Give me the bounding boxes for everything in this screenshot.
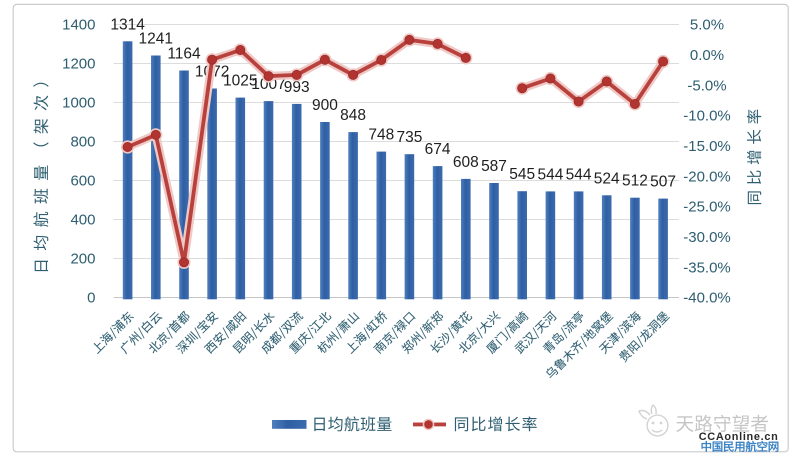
svg-text:400: 400 <box>70 212 95 229</box>
svg-text:600: 600 <box>70 173 95 190</box>
svg-text:1000: 1000 <box>62 95 95 112</box>
svg-text:-5.0%: -5.0% <box>687 77 726 94</box>
svg-text:-35.0%: -35.0% <box>683 259 731 276</box>
svg-text:512: 512 <box>622 173 648 190</box>
svg-text:507: 507 <box>650 174 676 191</box>
svg-text:1164: 1164 <box>167 46 201 63</box>
svg-text:-40.0%: -40.0% <box>683 290 731 307</box>
svg-text:544: 544 <box>537 166 563 183</box>
svg-text:544: 544 <box>566 166 592 183</box>
svg-text:800: 800 <box>70 134 95 151</box>
svg-text:900: 900 <box>312 97 338 114</box>
svg-text:1314: 1314 <box>110 16 145 33</box>
svg-text:-25.0%: -25.0% <box>683 199 731 216</box>
svg-text:200: 200 <box>70 251 95 268</box>
svg-text:524: 524 <box>594 170 620 187</box>
svg-text:993: 993 <box>284 79 310 96</box>
svg-text:CCAonline.cn: CCAonline.cn <box>699 431 779 443</box>
svg-text:735: 735 <box>396 129 422 146</box>
svg-text:-15.0%: -15.0% <box>683 138 731 155</box>
svg-text:-10.0%: -10.0% <box>683 108 731 125</box>
svg-text:-20.0%: -20.0% <box>683 168 731 185</box>
svg-text:587: 587 <box>481 158 507 175</box>
svg-text:1241: 1241 <box>139 31 173 48</box>
svg-text:1007: 1007 <box>251 76 285 93</box>
svg-text:674: 674 <box>425 141 451 158</box>
svg-text:0.0%: 0.0% <box>690 47 724 64</box>
svg-text:848: 848 <box>340 107 366 124</box>
svg-text:0: 0 <box>87 290 95 307</box>
svg-text:1400: 1400 <box>62 17 95 34</box>
svg-text:748: 748 <box>368 127 394 144</box>
svg-text:608: 608 <box>453 154 479 171</box>
svg-text:1025: 1025 <box>223 73 257 90</box>
svg-text:5.0%: 5.0% <box>690 17 724 34</box>
svg-text:-30.0%: -30.0% <box>683 229 731 246</box>
svg-text:1200: 1200 <box>62 56 95 73</box>
svg-text:545: 545 <box>509 166 535 183</box>
